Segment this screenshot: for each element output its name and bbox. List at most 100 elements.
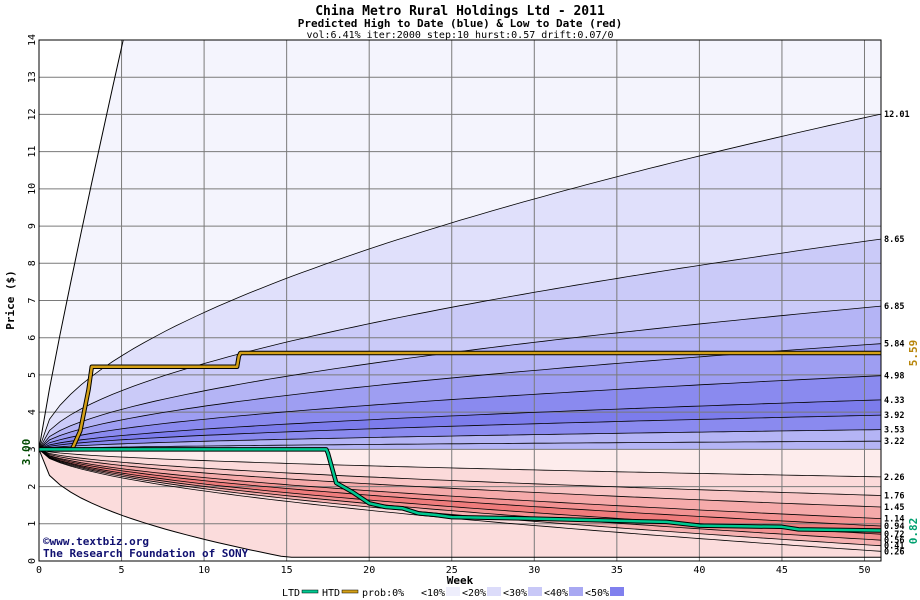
high-curve-1 xyxy=(38,238,882,450)
x-tick-30: 30 xyxy=(528,565,540,576)
low-to-date-label: 0.82 xyxy=(907,518,920,545)
end-label-9: 2.26 xyxy=(884,473,904,483)
low-curve-4 xyxy=(38,449,882,527)
low-band-3 xyxy=(39,449,881,519)
x-axis-ticks: 0 5 10 15 20 25 30 35 40 45 50 xyxy=(36,565,871,576)
end-label-8: 3.22 xyxy=(884,437,904,447)
low-curve-0 xyxy=(38,449,882,478)
high-curve-5 xyxy=(38,399,882,450)
high-band-3 xyxy=(39,306,881,450)
low-curve-3 xyxy=(38,449,882,519)
x-tick-45: 45 xyxy=(776,565,788,576)
legend-swatch-5 xyxy=(528,587,542,596)
y-tick-0: 0 xyxy=(27,558,38,564)
legend-swatch-3 xyxy=(446,587,460,596)
x-tick-15: 15 xyxy=(281,565,293,576)
legend: LTD HTD prob:0% <10% <20% <30% <40% <50% xyxy=(282,587,624,599)
end-label-17: 0.26 xyxy=(884,547,904,557)
plot-frame xyxy=(38,39,882,562)
legend-swatch-7 xyxy=(610,587,624,596)
high-to-date-label: 5.59 xyxy=(907,340,920,367)
low-curve-6 xyxy=(38,449,882,541)
low-band-5 xyxy=(39,449,881,535)
series-lines xyxy=(39,350,882,533)
y-tick-2: 2 xyxy=(27,484,38,490)
legend-label-3: <10% xyxy=(421,588,445,599)
end-label-13: 0.94 xyxy=(884,522,904,532)
y-tick-8: 8 xyxy=(27,260,38,266)
end-label-6: 3.92 xyxy=(884,411,904,421)
end-label-3: 5.84 xyxy=(884,340,904,350)
high-curve-4 xyxy=(38,375,882,450)
legend-swatch-1 xyxy=(341,589,359,594)
legend-swatch-0 xyxy=(301,589,319,594)
legend-label-2: prob:0% xyxy=(362,588,404,599)
x-tick-20: 20 xyxy=(363,565,375,576)
high-band-4 xyxy=(39,343,881,450)
end-label-16: 0.41 xyxy=(884,542,904,552)
high-curve-0 xyxy=(38,113,882,450)
y-tick-5: 5 xyxy=(27,372,38,378)
low-curve-1 xyxy=(38,449,882,496)
y-tick-13: 13 xyxy=(27,71,38,83)
end-label-10: 1.76 xyxy=(884,492,904,502)
low-band-4 xyxy=(39,449,881,526)
legend-swatch-6 xyxy=(569,587,583,596)
x-tick-50: 50 xyxy=(858,565,870,576)
watermark-org: The Research Foundation of SONY xyxy=(43,547,249,560)
end-label-11: 1.45 xyxy=(884,503,904,513)
chart-subtitle: Predicted High to Date (blue) & Low to D… xyxy=(298,17,623,30)
bottom-envelope-line xyxy=(38,449,881,558)
y-tick-1: 1 xyxy=(27,521,38,527)
y-tick-3: 3 xyxy=(27,446,38,452)
high-band-1 xyxy=(39,114,881,450)
low-band-2 xyxy=(39,449,881,507)
x-tick-0: 0 xyxy=(36,565,42,576)
y-tick-12: 12 xyxy=(27,108,38,120)
low-band-8 xyxy=(39,449,881,552)
low-curve-2 xyxy=(38,449,882,508)
end-label-1: 8.65 xyxy=(884,235,904,245)
low-band-1 xyxy=(39,449,881,496)
y-tick-9: 9 xyxy=(27,223,38,229)
end-label-5: 4.33 xyxy=(884,396,904,406)
y-tick-10: 10 xyxy=(27,183,38,195)
x-tick-5: 5 xyxy=(119,565,125,576)
probability-bands xyxy=(39,40,881,558)
high-curve-6 xyxy=(38,414,882,450)
legend-label-5: <30% xyxy=(503,588,527,599)
x-tick-25: 25 xyxy=(446,565,458,576)
watermark-url: ©www.textbiz.org xyxy=(43,535,149,548)
chart-title: China Metro Rural Holdings Ltd - 2011 xyxy=(315,4,605,19)
y-tick-7: 7 xyxy=(27,297,38,303)
curve-end-labels: 12.01 8.65 6.85 5.84 4.98 4.33 3.92 3.533.22 2.2… xyxy=(884,110,910,557)
high-curve-7 xyxy=(38,429,882,450)
y-tick-6: 6 xyxy=(27,335,38,341)
high-curve-8 xyxy=(38,440,881,450)
legend-label-6: <40% xyxy=(544,588,568,599)
legend-swatch-2 xyxy=(405,587,419,596)
end-label-14: 0.72 xyxy=(884,530,904,540)
high-band-2 xyxy=(39,239,881,450)
legend-swatch-4 xyxy=(487,587,501,596)
y-tick-14: 14 xyxy=(27,34,38,46)
x-axis-label: Week xyxy=(447,574,474,587)
chart-params: vol:6.41% iter:2000 step:10 hurst:0.57 d… xyxy=(306,30,613,41)
y-tick-11: 11 xyxy=(27,146,38,158)
end-label-15: 0.56 xyxy=(884,536,904,546)
high-band-7 xyxy=(39,415,881,450)
y-tick-4: 4 xyxy=(27,409,38,415)
low-band-7 xyxy=(39,449,881,546)
legend-label-0: LTD xyxy=(282,588,300,599)
x-tick-40: 40 xyxy=(693,565,705,576)
ltd-line xyxy=(39,448,882,532)
high-band-8 xyxy=(39,429,881,450)
x-tick-10: 10 xyxy=(198,565,210,576)
y-axis-label: Price ($) xyxy=(4,270,17,330)
htd-line xyxy=(39,351,881,451)
end-label-2: 6.85 xyxy=(884,302,904,312)
legend-label-7: <50% xyxy=(585,588,609,599)
end-label-4: 4.98 xyxy=(884,372,904,382)
